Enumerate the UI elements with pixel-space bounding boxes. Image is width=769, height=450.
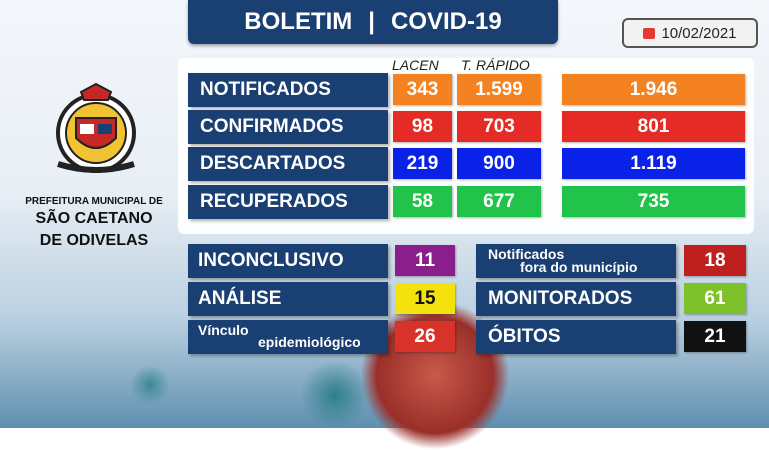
title-separator: | (368, 8, 375, 35)
descartados-total: 1.119 (562, 148, 745, 179)
virus-illustration-small-2 (130, 365, 170, 405)
stat-label-inconclusivo: INCONCLUSIVO (188, 244, 388, 278)
org-line-3: DE ODIVELAS (39, 232, 149, 249)
confirmados-rapido: 703 (457, 111, 541, 142)
notificados-rapido: 1.599 (457, 74, 541, 105)
recuperados-total: 735 (562, 186, 745, 217)
stat-label-vinculo: Vínculo epidemiológico (188, 320, 388, 354)
inconclusivo-value: 11 (395, 245, 455, 276)
row-label-recuperados: RECUPERADOS (188, 185, 388, 219)
stat-label-obitos: ÓBITOS (476, 320, 676, 354)
confirmados-total: 801 (562, 111, 745, 142)
org-line-2: SÃO CAETANO (35, 210, 153, 227)
virus-illustration-small (300, 360, 370, 430)
row-label-confirmados: CONFIRMADOS (188, 110, 388, 144)
column-header-lacen: LACEN (392, 57, 439, 73)
stat-label-fora: Notificados fora do município (476, 244, 676, 278)
title-covid: COVID-19 (391, 8, 502, 35)
monitorados-value: 61 (684, 283, 746, 314)
recuperados-lacen: 58 (393, 186, 452, 217)
row-label-notificados: NOTIFICADOS (188, 73, 388, 107)
fora-label-line1: Notificados (488, 246, 565, 262)
calendar-icon (643, 27, 656, 39)
stat-label-monitorados: MONITORADOS (476, 282, 676, 316)
municipal-seal-logo (56, 82, 136, 173)
recuperados-rapido: 677 (457, 186, 541, 217)
confirmados-lacen: 98 (393, 111, 452, 142)
date-badge: 10/02/2021 (622, 18, 758, 48)
page-title: BOLETIM | COVID-19 (188, 0, 558, 44)
descartados-rapido: 900 (457, 148, 541, 179)
notificados-total: 1.946 (562, 74, 745, 105)
column-header-rapido: T. RÁPIDO (461, 57, 530, 73)
vinculo-label-line2: epidemiológico (258, 334, 361, 350)
title-boletim: BOLETIM (244, 8, 353, 35)
fora-label-line2: fora do município (520, 259, 638, 275)
fora-value: 18 (684, 245, 746, 276)
org-line-1: PREFEITURA MUNICIPAL DE (25, 196, 163, 207)
obitos-value: 21 (684, 321, 746, 352)
notificados-lacen: 343 (393, 74, 452, 105)
vinculo-label-line1: Vínculo (198, 322, 249, 338)
row-label-descartados: DESCARTADOS (188, 147, 388, 181)
analise-value: 15 (395, 283, 455, 314)
stat-label-analise: ANÁLISE (188, 282, 388, 316)
descartados-lacen: 219 (393, 148, 452, 179)
date-text: 10/02/2021 (661, 24, 737, 42)
vinculo-value: 26 (395, 321, 455, 352)
